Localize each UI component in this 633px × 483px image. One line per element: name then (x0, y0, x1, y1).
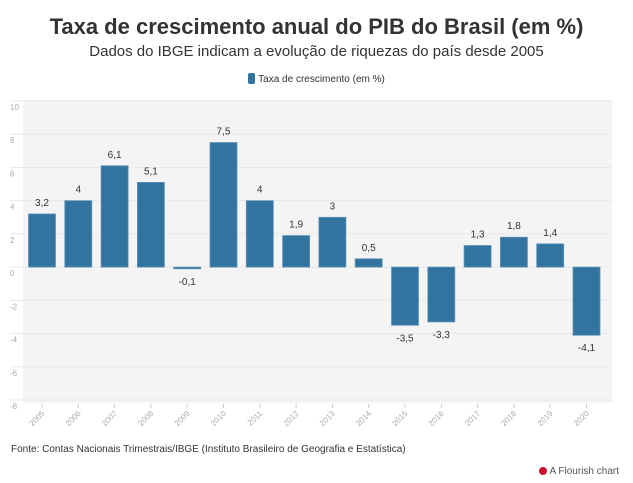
x-tick-label: 2012 (282, 409, 301, 428)
source-note: Fonte: Contas Nacionais Trimestrais/IBGE… (11, 444, 406, 455)
bar (245, 200, 274, 268)
y-tick-label: -2 (10, 302, 18, 311)
data-label: 4 (257, 185, 263, 196)
data-label: 4 (76, 185, 82, 196)
x-tick-label: 2013 (318, 409, 337, 428)
x-tick-label: 2019 (536, 409, 555, 428)
bar (318, 216, 347, 268)
x-tick-label: 2010 (209, 409, 228, 428)
x-tick-label: 2015 (390, 409, 409, 428)
bar (427, 266, 456, 323)
x-tick-label: 2014 (354, 409, 373, 428)
bar (209, 142, 238, 268)
x-tick-label: 2007 (100, 409, 119, 428)
data-label: 1,8 (507, 221, 521, 232)
y-tick-label: 10 (10, 103, 19, 112)
bar (354, 258, 383, 268)
bar-chart: 10 8 6 4 2 0 -2 -4 -6 -8 3,2 2005 4 2006 6,1 2007 5,1 200… (10, 100, 612, 428)
bar (572, 266, 601, 336)
legend[interactable]: Taxa de crescimento (em %) (0, 73, 633, 85)
x-tick-label: 2020 (572, 409, 591, 428)
data-label: 7,5 (217, 127, 231, 138)
data-label: -3,3 (433, 330, 451, 341)
y-tick-label: 0 (10, 269, 15, 278)
x-tick-label: 2018 (499, 409, 518, 428)
bar (391, 266, 419, 326)
data-label: 1,3 (471, 230, 485, 241)
data-label: 6,1 (108, 150, 122, 161)
x-tick-label: 2009 (173, 409, 192, 428)
y-tick-label: -6 (10, 369, 18, 378)
bar (28, 213, 56, 268)
legend-label: Taxa de crescimento (em %) (258, 74, 385, 85)
bar (282, 235, 311, 268)
flourish-credit[interactable]: A Flourish chart (538, 466, 619, 477)
bar (463, 245, 492, 268)
x-tick-label: 2017 (463, 409, 482, 428)
data-label: 3 (330, 201, 336, 212)
data-label: 0,5 (362, 243, 376, 254)
chart-title: Taxa de crescimento anual do PIB do Bras… (49, 14, 584, 39)
bar (536, 243, 565, 268)
data-label: -4,1 (578, 343, 596, 354)
x-tick-label: 2011 (246, 409, 265, 428)
x-tick-label: 2006 (64, 409, 83, 428)
bar (499, 236, 528, 268)
flourish-logo-icon (538, 467, 547, 475)
data-label: 5,1 (144, 166, 158, 177)
data-label: -0,1 (179, 277, 197, 288)
chart-subtitle: Dados do IBGE indicam a evolução de riqu… (89, 43, 544, 60)
bar (64, 200, 93, 268)
data-label: -3,5 (396, 333, 414, 344)
x-tick-label: 2008 (136, 409, 155, 428)
bar (136, 181, 165, 268)
y-tick-label: 2 (10, 236, 15, 245)
data-label: 1,9 (289, 220, 303, 231)
y-tick-label: 6 (10, 169, 15, 178)
data-label: 1,4 (543, 228, 557, 239)
y-tick-label: 8 (10, 136, 15, 145)
y-tick-label: -4 (10, 336, 18, 345)
credit-label: A Flourish chart (549, 466, 619, 477)
data-label: 3,2 (35, 198, 49, 209)
x-tick-label: 2005 (27, 409, 46, 428)
y-tick-label: 4 (10, 203, 15, 212)
bar (100, 165, 129, 268)
bar (173, 266, 202, 270)
x-tick-label: 2016 (427, 409, 446, 428)
legend-swatch (248, 73, 256, 84)
y-tick-label: -8 (10, 402, 18, 411)
